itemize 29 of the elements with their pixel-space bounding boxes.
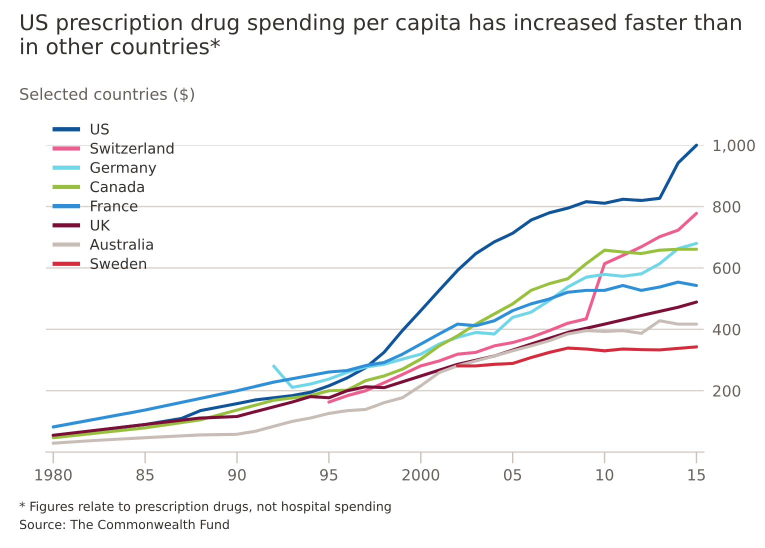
- x-tick-label: 95: [320, 469, 338, 481]
- y-tick-label: 400: [712, 324, 740, 336]
- legend-label: Switzerland: [90, 142, 174, 154]
- x-tick-label: 1980: [35, 469, 72, 481]
- legend-label: France: [91, 200, 138, 212]
- legend-label: Germany: [90, 162, 156, 176]
- y-tick-label: 1,000: [714, 140, 755, 153]
- legend-label: UK: [90, 220, 110, 231]
- x-tick-label: 05: [504, 469, 522, 481]
- y-tick-label: 800: [713, 201, 740, 213]
- x-tick-label: 90: [228, 469, 246, 481]
- y-tick-label: 600: [713, 262, 740, 274]
- line-series: [456, 345, 698, 368]
- x-tick-label: 15: [688, 469, 705, 481]
- line-series: [52, 319, 698, 445]
- x-tick-label: 85: [136, 469, 154, 481]
- legend-label: Sweden: [90, 258, 146, 270]
- text: * Figures relate to prescription drugs, not hospital spending: [20, 501, 391, 514]
- x-tick-label: 10: [596, 469, 614, 481]
- source-note: Source: The Commonwealth Fund: [20, 520, 229, 530]
- chart-title: US prescription drug spending per capita has increased faster than in other countries*: [20, 14, 741, 54]
- y-tick-label: 200: [713, 385, 740, 397]
- legend-label: Canada: [90, 180, 144, 192]
- line-series: [52, 280, 698, 428]
- legend-label: Australia: [90, 238, 153, 250]
- chart-subtitle: Selected countries ($): [20, 88, 194, 102]
- x-tick-label: 2000: [402, 469, 440, 481]
- legend-label: US: [90, 124, 109, 135]
- line-series: [327, 212, 698, 404]
